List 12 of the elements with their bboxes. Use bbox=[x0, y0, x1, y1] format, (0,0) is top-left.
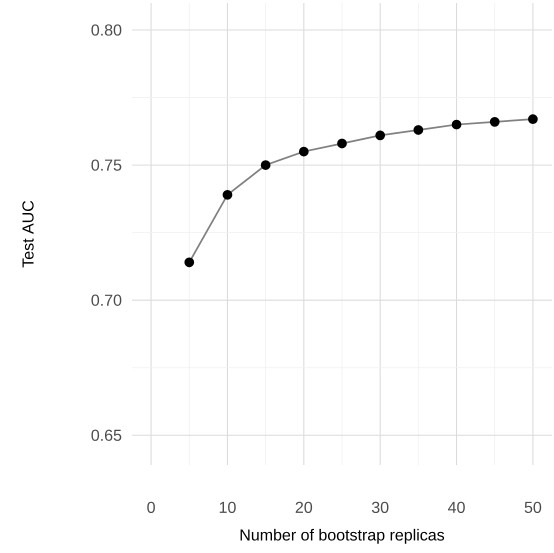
x-tick-label: 40 bbox=[448, 502, 465, 514]
y-tick-label: 0.65 bbox=[91, 430, 122, 441]
x-axis-title: Number of bootstrap replicas bbox=[240, 528, 444, 544]
y-axis-title: Test AUC bbox=[22, 200, 34, 268]
y-tick-label: 0.70 bbox=[91, 294, 122, 306]
x-tick-label: 30 bbox=[372, 502, 388, 514]
y-tick-label: 0.75 bbox=[91, 159, 122, 171]
x-tick-label: 50 bbox=[524, 502, 542, 514]
y-tick-label: 0.80 bbox=[91, 24, 122, 36]
x-tick-label: 0 bbox=[147, 502, 155, 514]
x-tick-label: 20 bbox=[296, 502, 312, 514]
x-tick-label: 10 bbox=[220, 502, 236, 514]
